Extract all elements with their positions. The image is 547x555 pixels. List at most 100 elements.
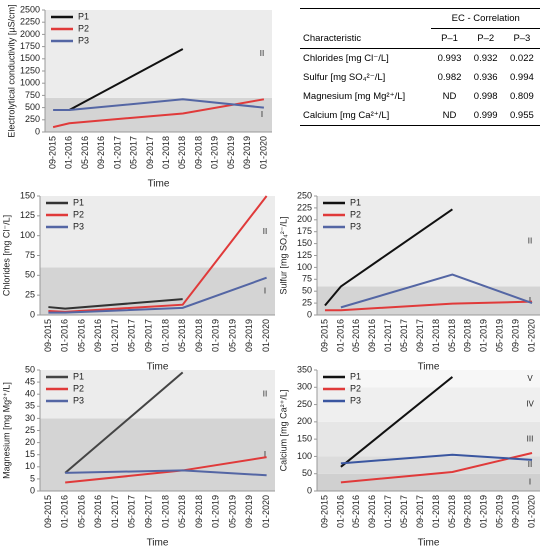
y-tick-label: 50 — [302, 468, 312, 478]
legend-label: P1 — [350, 197, 361, 207]
y-tick-label: 2000 — [20, 29, 40, 39]
table-cell: P–1 — [431, 28, 468, 49]
series-line — [64, 371, 184, 474]
zone-label: II — [260, 49, 264, 58]
table-cell: 0.955 — [503, 106, 540, 126]
y-tick-label: 125 — [20, 210, 35, 220]
x-axis-label: Time — [147, 538, 169, 549]
zone-label: II — [528, 236, 532, 245]
table-cell: 0.936 — [473, 72, 498, 83]
y-tick-label: 10 — [25, 461, 35, 471]
y-tick-label: 1250 — [20, 65, 40, 75]
x-tick-label: 05-2018 — [177, 136, 187, 169]
zone — [317, 370, 540, 388]
series-line — [65, 469, 267, 477]
x-tick-label: 09-2019 — [510, 495, 520, 528]
legend-label: P2 — [73, 209, 84, 219]
legend-label: P3 — [73, 395, 84, 405]
x-tick-label: 01-2018 — [160, 495, 170, 528]
x-tick-label: 01-2020 — [261, 495, 271, 528]
x-tick-label: 05-2018 — [447, 319, 457, 352]
zone — [45, 10, 272, 98]
x-tick-label: 09-2016 — [96, 136, 106, 169]
x-tick-label: 09-2015 — [47, 136, 57, 169]
zone — [317, 286, 540, 315]
x-tick-label: 05-2019 — [495, 319, 505, 352]
y-tick-label: 45 — [25, 376, 35, 386]
x-tick-label: 01-2017 — [383, 495, 393, 528]
y-tick-label: 1750 — [20, 41, 40, 51]
legend-label: P3 — [78, 35, 89, 45]
y-tick-label: 100 — [297, 451, 312, 461]
zone-label: II — [528, 460, 532, 469]
x-axis-label: Time — [418, 538, 440, 549]
y-tick-label: 150 — [297, 238, 312, 248]
x-tick-label: 01-2016 — [64, 136, 74, 169]
table-row: Chlorides [mg Cl⁻/L] 0.993 0.932 0.022 — [300, 49, 540, 69]
x-tick-label: 09-2018 — [193, 136, 203, 169]
zone-label: II — [263, 389, 267, 398]
x-tick-label: 01-2016 — [335, 495, 345, 528]
x-tick-label: 05-2016 — [76, 319, 86, 352]
x-axis-label: Time — [147, 362, 169, 373]
x-tick-label: 09-2019 — [244, 319, 254, 352]
y-tick-label: 150 — [20, 190, 35, 200]
zone-label: I — [261, 110, 263, 119]
x-tick-label: 01-2017 — [112, 136, 122, 169]
table-cell: P–3 — [503, 28, 540, 49]
x-tick-label: 09-2018 — [194, 319, 204, 352]
zone — [317, 387, 540, 422]
y-axis-label: Sulfur [mg SO₄²⁻/L] — [278, 217, 288, 295]
series-line — [52, 98, 265, 129]
y-tick-label: 100 — [297, 262, 312, 272]
x-tick-label: 05-2019 — [495, 495, 505, 528]
zone — [40, 196, 275, 268]
x-tick-label: 09-2017 — [143, 495, 153, 528]
y-tick-label: 50 — [302, 286, 312, 296]
x-tick-label: 01-2020 — [526, 319, 536, 352]
y-tick-label: 125 — [297, 250, 312, 260]
zone-label: I — [264, 286, 266, 295]
y-tick-label: 250 — [297, 190, 312, 200]
x-tick-label: 05-2019 — [226, 136, 236, 169]
legend-label: P1 — [78, 11, 89, 21]
table-cell: 0.982 — [437, 72, 462, 83]
series-line — [324, 208, 453, 307]
y-axis-label: Magnesium [mg Mg²⁺/L] — [1, 382, 11, 479]
table-cell: Characteristic — [300, 28, 432, 49]
y-tick-label: 750 — [25, 90, 40, 100]
y-tick-label: 100 — [20, 230, 35, 240]
x-axis-label: Time — [148, 179, 170, 190]
y-tick-label: 0 — [30, 485, 35, 495]
table-row: Magnesium [mg Mg²⁺/L] ND 0.998 0.809 — [300, 87, 540, 106]
y-axis-label: Chlorides [mg Cl⁻/L] — [1, 215, 11, 296]
x-tick-label: 09-2017 — [415, 319, 425, 352]
table-cell: Magnesium [mg Mg²⁺/L] — [303, 91, 406, 102]
y-tick-label: 25 — [25, 425, 35, 435]
series-line — [48, 298, 183, 310]
legend-label: P1 — [73, 371, 84, 381]
x-tick-label: 09-2018 — [463, 319, 473, 352]
table-cell: 0.993 — [437, 53, 462, 64]
correlation-table: EC - Correlation Characteristic P–1 P–2 P–3 C… — [300, 8, 540, 126]
table-row: EC - Correlation — [300, 8, 540, 29]
x-tick-label: 01-2019 — [210, 136, 220, 169]
x-tick-label: 09-2019 — [242, 136, 252, 169]
zone-label: III — [527, 434, 534, 443]
y-tick-label: 200 — [297, 214, 312, 224]
x-tick-label: 05-2019 — [227, 495, 237, 528]
zone-label: I — [264, 450, 266, 459]
x-tick-label: 01-2018 — [431, 495, 441, 528]
y-tick-label: 0 — [307, 309, 312, 319]
y-tick-label: 250 — [297, 399, 312, 409]
x-tick-label: 05-2017 — [127, 495, 137, 528]
y-tick-label: 20 — [25, 437, 35, 447]
table-cell: 0.994 — [510, 72, 534, 83]
zone — [317, 473, 540, 491]
legend-label: P1 — [73, 197, 84, 207]
zone — [317, 196, 540, 287]
y-tick-label: 25 — [302, 297, 312, 307]
x-tick-label: 01-2018 — [161, 136, 171, 169]
series-line — [340, 376, 454, 468]
y-axis-label: Calcium [mg Ca²⁺/L] — [278, 390, 288, 472]
